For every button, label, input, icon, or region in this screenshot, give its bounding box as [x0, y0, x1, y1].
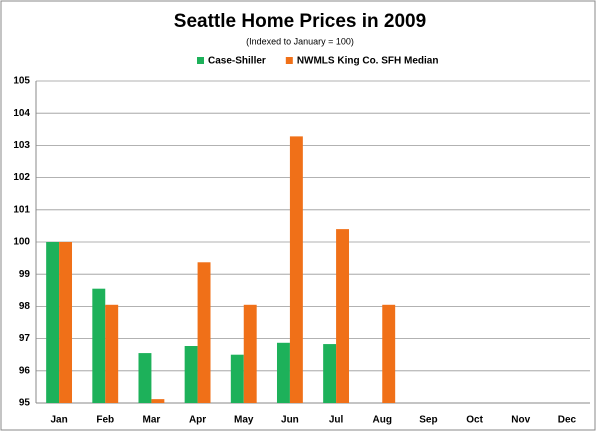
- x-tick-label: Oct: [466, 415, 483, 426]
- bar: [323, 344, 337, 403]
- x-tick-label: Feb: [96, 415, 114, 426]
- bar: [243, 304, 257, 403]
- y-tick-label: 103: [13, 140, 30, 151]
- y-tick-label: 102: [13, 172, 30, 183]
- legend-swatch: [197, 57, 204, 64]
- y-tick-label: 104: [13, 108, 30, 119]
- bar: [276, 342, 290, 403]
- x-tick-label: Apr: [189, 415, 206, 426]
- bar: [92, 288, 106, 403]
- y-tick-label: 98: [19, 301, 31, 312]
- y-tick-label: 100: [13, 237, 30, 248]
- y-tick-label: 101: [13, 204, 30, 215]
- x-tick-label: Dec: [558, 415, 577, 426]
- bar: [382, 304, 396, 403]
- bar: [230, 354, 244, 403]
- bar: [46, 242, 60, 403]
- y-tick-label: 95: [19, 398, 31, 409]
- x-tick-label: May: [234, 415, 254, 426]
- legend-swatch: [285, 57, 293, 64]
- bar: [138, 353, 152, 403]
- x-tick-label: Jun: [281, 415, 299, 426]
- legend-label: NWMLS King Co. SFH Median: [297, 56, 439, 67]
- bar: [336, 229, 350, 403]
- bar: [59, 242, 73, 403]
- x-tick-label: Aug: [373, 415, 392, 426]
- y-tick-label: 97: [19, 333, 31, 344]
- chart-subtitle: (Indexed to January = 100): [246, 36, 354, 46]
- x-tick-label: Jul: [329, 415, 344, 426]
- bar: [289, 136, 303, 403]
- x-tick-label: Jan: [50, 415, 67, 426]
- y-tick-label: 105: [13, 76, 30, 87]
- bar: [197, 262, 211, 403]
- y-tick-label: 99: [19, 269, 31, 280]
- x-tick-label: Mar: [143, 415, 161, 426]
- chart-title: Seattle Home Prices in 2009: [174, 11, 426, 32]
- bar: [105, 304, 119, 403]
- bar: [151, 399, 165, 403]
- legend-label: Case-Shiller: [208, 56, 266, 67]
- x-tick-label: Sep: [419, 415, 437, 426]
- x-tick-label: Nov: [511, 415, 530, 426]
- bar: [184, 346, 198, 403]
- y-tick-label: 96: [19, 365, 31, 376]
